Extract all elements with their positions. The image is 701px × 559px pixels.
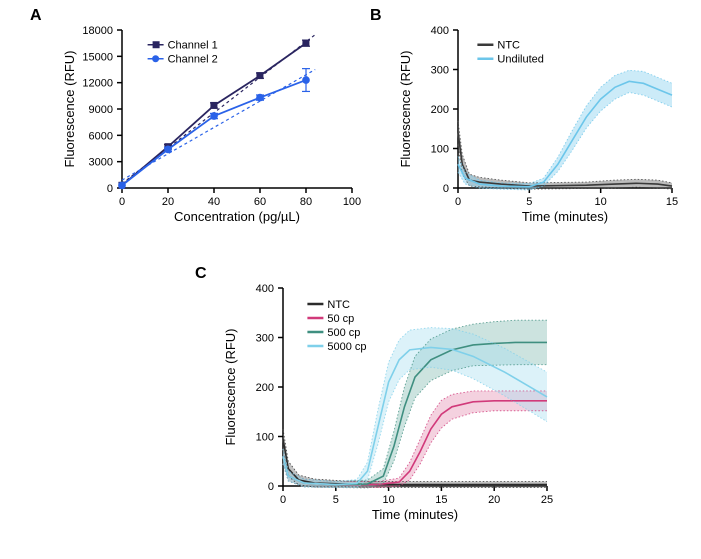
svg-text:Fluorescence (RFU): Fluorescence (RFU) [62,50,77,167]
panel-c-chart: 0 5 10 15 20 25 0 100 200 300 400 Time (minutes) Flu… [225,278,555,528]
panel-c-letter: C [195,265,207,283]
svg-text:10: 10 [595,196,607,208]
svg-text:25: 25 [541,494,553,506]
svg-text:Fluorescence (RFU): Fluorescence (RFU) [223,328,238,445]
svg-text:0: 0 [268,481,274,493]
svg-text:0: 0 [455,196,461,208]
svg-text:Time (minutes): Time (minutes) [522,209,608,224]
figure-stage: A B C 0204060801000300060009000120001500… [0,0,701,559]
svg-text:15: 15 [435,494,447,506]
svg-text:5: 5 [526,196,532,208]
svg-text:6000: 6000 [89,130,113,142]
svg-text:20: 20 [488,494,500,506]
svg-text:0: 0 [107,183,113,195]
svg-text:0: 0 [280,494,286,506]
svg-text:15: 15 [666,196,678,208]
panel-b-chart: 0 5 10 15 0 100 200 300 400 Time (minutes) Fluores… [400,20,680,230]
svg-text:Channel 2: Channel 2 [168,54,218,66]
svg-text:400: 400 [431,25,449,37]
svg-text:100: 100 [343,196,361,208]
svg-text:9000: 9000 [89,104,113,116]
panel-a-chart: 0 20 40 60 80 100 0 3000 6000 9000 12000 15000 18000… [60,20,360,230]
svg-text:0: 0 [119,196,125,208]
svg-text:200: 200 [431,104,449,116]
svg-text:500 cp: 500 cp [327,327,360,339]
svg-text:10: 10 [382,494,394,506]
svg-text:200: 200 [256,382,274,394]
svg-text:50 cp: 50 cp [327,313,354,325]
svg-text:18000: 18000 [82,25,113,37]
svg-text:NTC: NTC [327,299,350,311]
svg-text:400: 400 [256,283,274,295]
svg-text:12000: 12000 [82,78,113,90]
svg-text:40: 40 [208,196,220,208]
svg-text:100: 100 [256,432,274,444]
svg-text:300: 300 [431,65,449,77]
svg-text:Undiluted: Undiluted [497,54,543,66]
svg-text:60: 60 [254,196,266,208]
svg-text:100: 100 [431,144,449,156]
panel-b-letter: B [370,7,382,25]
svg-text:Channel 1: Channel 1 [168,40,218,52]
svg-text:5000 cp: 5000 cp [327,341,366,353]
svg-text:Time (minutes): Time (minutes) [372,507,458,522]
svg-text:300: 300 [256,333,274,345]
svg-text:5: 5 [333,494,339,506]
svg-text:3000: 3000 [89,157,113,169]
svg-text:Fluorescence (RFU): Fluorescence (RFU) [398,50,413,167]
panel-a-letter: A [30,7,42,25]
svg-text:Concentration (pg/µL): Concentration (pg/µL) [174,209,300,224]
svg-text:15000: 15000 [82,51,113,63]
svg-text:0: 0 [443,183,449,195]
svg-text:20: 20 [162,196,174,208]
svg-text:80: 80 [300,196,312,208]
svg-text:NTC: NTC [497,40,520,52]
